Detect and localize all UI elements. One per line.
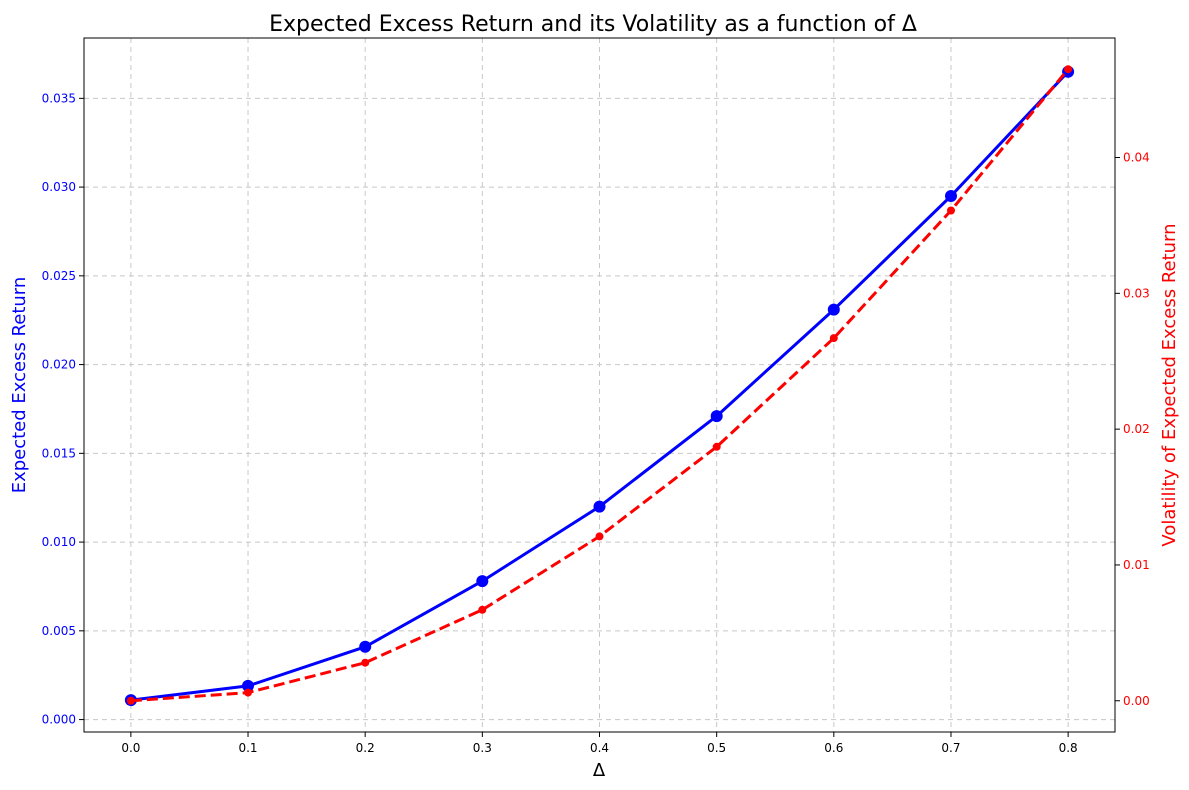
volatility-point [361,658,370,667]
volatility-point [478,605,487,614]
y-right-tick-label: 0.02 [1123,422,1150,436]
x-tick-label: 0.2 [356,741,375,755]
volatility-point [126,696,135,705]
y-right-tick-label: 0.04 [1123,151,1150,165]
y-left-tick-label: 0.025 [42,269,76,283]
x-tick-label: 0.4 [590,741,609,755]
chart-title: Expected Excess Return and its Volatilit… [269,12,917,37]
volatility-point [712,442,721,451]
y-right-tick-label: 0.03 [1123,286,1150,300]
volatility-point [947,206,955,215]
x-tick-label: 0.5 [707,741,726,755]
y-left-tick-label: 0.010 [42,535,76,549]
y-axis-right: 0.00 0.01 0.02 0.03 0.04 [1115,151,1150,708]
x-tick-label: 0.7 [941,741,960,755]
expected-return-point [710,410,723,423]
y-axis-left: 0.000 0.005 0.010 0.015 0.020 0.025 0.030 0.035 [42,91,84,727]
x-tick-label: 0.1 [238,741,257,755]
y-axis-right-label: Volatility of Expected Excess Return [1159,223,1180,546]
y-left-tick-label: 0.020 [42,358,76,372]
expected-return-series [124,65,1075,707]
x-axis: 0.0 0.1 0.2 0.3 0.4 0.5 0.6 0.7 0.8 [121,732,1078,755]
series-layer [124,65,1075,707]
x-tick-label: 0.8 [1059,741,1078,755]
y-right-tick-label: 0.01 [1123,558,1150,572]
volatility-point [1064,65,1073,74]
y-left-tick-label: 0.015 [42,446,76,460]
volatility-point [595,532,604,541]
expected-return-point [945,190,957,202]
y-axis-left-label: Expected Excess Return [9,277,30,494]
x-tick-label: 0.6 [824,741,843,755]
grid [84,38,1115,732]
volatility-point [829,334,838,343]
x-tick-label: 0.0 [121,741,140,755]
x-axis-label: Δ [593,760,606,781]
volatility-series [126,65,1073,705]
expected-return-point [476,575,489,588]
expected-return-point [242,679,254,692]
y-left-tick-label: 0.000 [42,713,76,727]
expected-return-point [593,500,606,513]
x-tick-label: 0.3 [473,741,492,755]
y-left-tick-label: 0.005 [42,624,76,638]
y-right-tick-label: 0.00 [1123,694,1150,708]
y-left-tick-label: 0.030 [42,180,76,194]
y-left-tick-label: 0.035 [42,91,76,105]
volatility-point [244,688,252,697]
expected-return-point [827,303,840,316]
expected-return-point [359,640,372,653]
